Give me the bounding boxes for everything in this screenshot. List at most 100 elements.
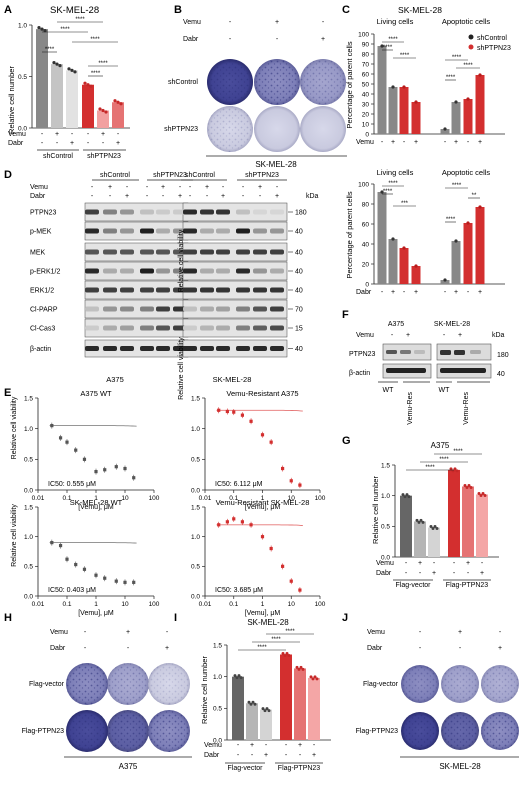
data-point — [37, 26, 41, 30]
panel-g: A375 Relative cell number 0.0 0.5 1.0 1.5 **… — [371, 441, 499, 589]
treatment-sign: + — [70, 140, 74, 147]
band — [200, 346, 214, 351]
treatment-sign: - — [179, 184, 182, 191]
y-tick-label: 1.5 — [191, 395, 200, 402]
treatment-sign: + — [454, 289, 458, 296]
panel-g-ylabel: Relative cell number — [371, 476, 380, 544]
band — [216, 346, 230, 351]
y-tick-label: 0.0 — [191, 593, 200, 600]
band — [216, 306, 230, 312]
panel-d-cell-skmel28: SK-MEL-28 — [213, 375, 252, 384]
panel-h-sign: - — [84, 629, 87, 636]
significance-label: **** — [452, 183, 462, 189]
panel-b-sign: - — [322, 19, 325, 26]
data-point — [225, 409, 229, 414]
treatment-sign: - — [467, 139, 470, 146]
data-point — [65, 557, 69, 561]
panel-f-group-wt-2: WT — [439, 387, 451, 394]
band — [216, 249, 230, 255]
data-point — [269, 546, 273, 551]
y-tick-label: 0.0 — [18, 125, 27, 132]
data-point — [89, 84, 93, 88]
significance-label: **** — [425, 465, 435, 471]
treatment-sign: + — [55, 131, 59, 138]
fit-curve — [49, 425, 137, 427]
y-tick-label: 0.5 — [24, 564, 33, 571]
band — [140, 346, 154, 351]
band — [156, 287, 170, 293]
protein-label: MEK — [30, 250, 46, 257]
panel-h: Vemu Dabr - + - - - + Flag-vector Flag-P… — [22, 629, 192, 771]
y-tick-label: 0.0 — [24, 593, 33, 600]
data-point — [297, 667, 301, 671]
data-point — [417, 520, 421, 524]
significance-label: **** — [271, 637, 281, 643]
bar — [97, 110, 109, 128]
data-point — [315, 677, 319, 681]
data-point — [298, 588, 302, 592]
treatment-sign: - — [162, 193, 165, 200]
data-point — [132, 476, 136, 480]
data-point — [481, 491, 485, 495]
data-point — [104, 110, 108, 114]
blot-strip — [84, 299, 189, 319]
band — [270, 209, 284, 215]
x-tick-label: 1 — [94, 495, 98, 502]
e-xlabel: [Vemu], μM — [245, 610, 281, 617]
panel-h-sign: + — [165, 645, 169, 652]
treatment-sign: - — [405, 570, 408, 577]
panel-letter-j: J — [342, 612, 348, 624]
molecular-weight-label: 40 — [295, 229, 303, 236]
treatment-sign: - — [71, 131, 74, 138]
data-point — [247, 700, 251, 704]
treatment-sign: + — [205, 184, 209, 191]
data-point — [40, 27, 44, 31]
data-point — [123, 466, 127, 471]
band — [236, 268, 250, 274]
panel-a-dabr-label: Dabr — [8, 140, 24, 147]
treatment-sign: - — [381, 139, 384, 146]
data-point — [58, 543, 63, 548]
bar — [294, 668, 306, 740]
band — [236, 249, 250, 255]
panel-f-protein-actin: β-actin — [349, 370, 370, 377]
panel-f-sign: + — [406, 332, 410, 339]
band — [253, 209, 267, 215]
significance-label: **** — [285, 629, 295, 635]
data-point — [114, 579, 118, 583]
y-tick-label: 1.0 — [381, 493, 390, 500]
y-tick-label: 60 — [362, 71, 370, 78]
significance-label: **** — [90, 37, 100, 43]
y-tick-label: 50 — [362, 81, 370, 88]
panel-f-sign: - — [443, 332, 446, 339]
panel-f-vemu-label: Vemu — [356, 332, 374, 339]
data-point — [237, 674, 241, 678]
significance-label: **** — [446, 217, 456, 223]
panel-f-protein-ptpn23: PTPN23 — [349, 351, 376, 358]
data-point — [477, 491, 481, 495]
bar — [411, 102, 421, 134]
band — [85, 287, 99, 293]
y-tick-label: 1.0 — [18, 22, 27, 29]
significance-label: ** — [472, 193, 477, 199]
blot-strip — [84, 202, 189, 222]
data-point — [260, 433, 265, 437]
significance-label: **** — [383, 45, 393, 51]
y-tick-label: 40 — [362, 91, 370, 98]
panel-a-vemu-label: Vemu — [8, 131, 26, 138]
y-tick-label: 20 — [362, 111, 370, 118]
treatment-sign: + — [101, 131, 105, 138]
band — [253, 287, 267, 293]
data-point — [249, 702, 253, 706]
band — [183, 249, 197, 255]
y-tick-label: 40 — [362, 241, 370, 248]
x-tick-label: 0.01 — [199, 495, 212, 502]
data-point — [283, 654, 287, 657]
e-ic50: IC50: 6.112 μM — [215, 481, 263, 488]
data-point — [479, 493, 483, 497]
data-point — [285, 652, 289, 655]
data-point — [311, 677, 315, 681]
band — [120, 346, 134, 351]
band — [156, 228, 170, 234]
data-point — [261, 707, 265, 711]
